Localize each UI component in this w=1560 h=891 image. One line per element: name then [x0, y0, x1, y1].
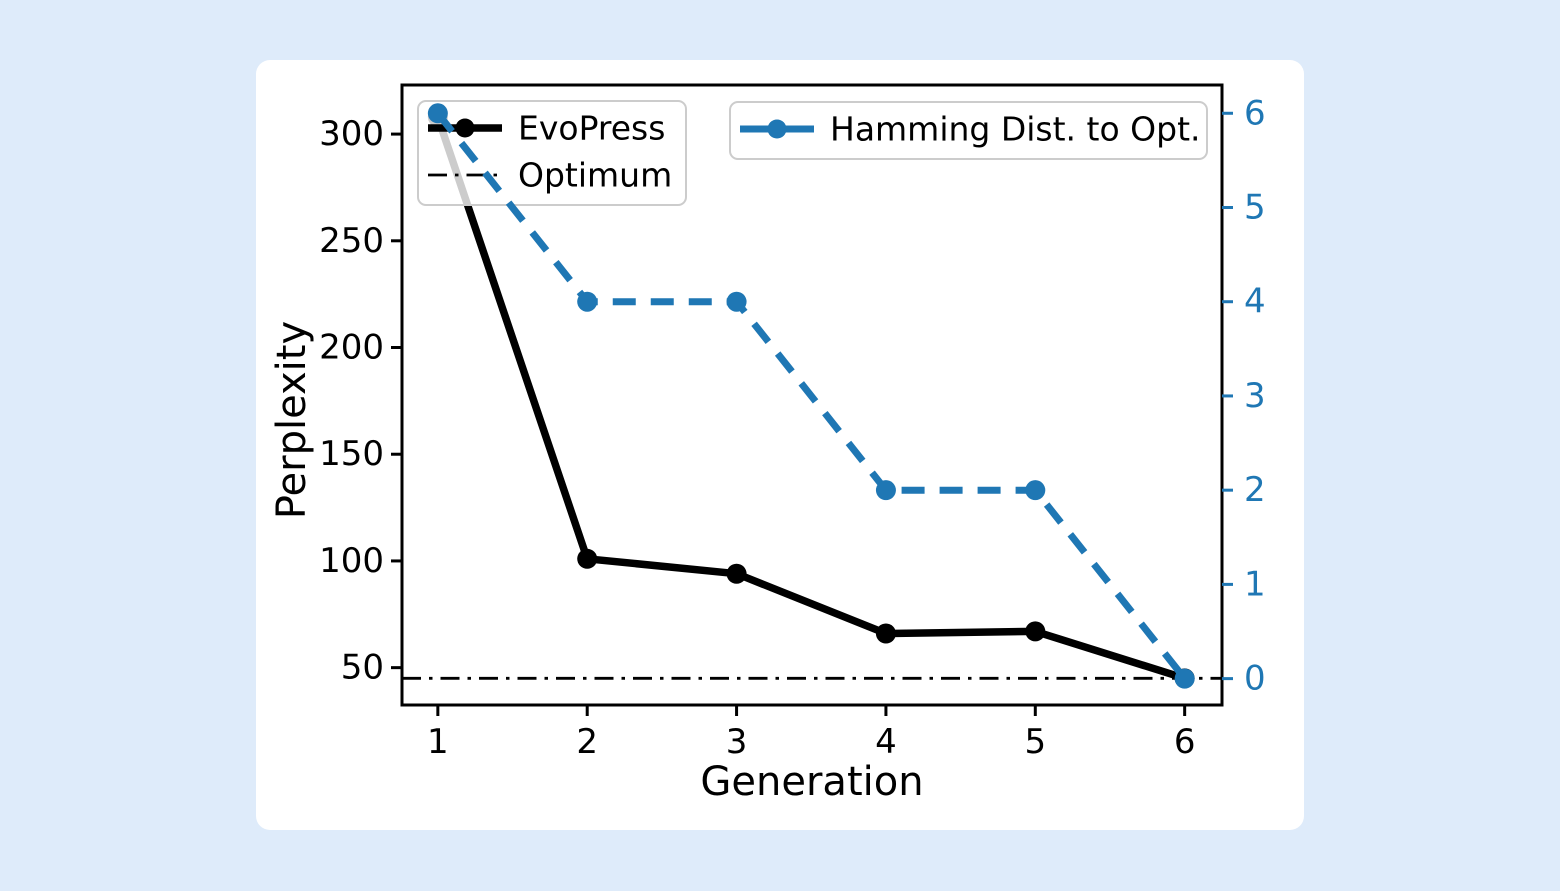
data-point-marker [726, 291, 747, 312]
x-tick-label: 6 [1174, 722, 1196, 762]
series-line [434, 115, 1186, 682]
y-right-tick-label: 3 [1244, 376, 1266, 416]
legend-sample-marker [767, 119, 787, 139]
y-left-tick-label: 200 [319, 328, 384, 368]
data-point-marker [875, 623, 896, 644]
perplexity-vs-generation-chart: 1 2 3 4 5 6 50 100 150 200 250 300 0 1 2 3 4 5 6 Generation… [269, 83, 1266, 805]
y-right-tick-label: 2 [1244, 470, 1266, 510]
y-right-tick-label: 0 [1244, 659, 1266, 699]
y-right-tick-label: 1 [1244, 564, 1266, 604]
data-point-marker [577, 548, 598, 569]
x-tick-label: 5 [1024, 722, 1046, 762]
legend-right: Hamming Dist. to Opt. [729, 101, 1208, 160]
legend-sample-marker [455, 118, 475, 138]
figure-card: 1 2 3 4 5 6 50 100 150 200 250 300 0 1 2 3 4 5 6 Generation… [256, 60, 1304, 830]
data-point-marker [1025, 621, 1046, 642]
y-left-tick-label: 150 [319, 434, 384, 474]
y-right-tick-label: 5 [1244, 187, 1266, 227]
data-point-marker [726, 563, 747, 584]
y-left-tick-label: 50 [341, 648, 384, 688]
data-point-marker [1025, 480, 1046, 501]
data-point-marker [875, 480, 896, 501]
legend-right-box [729, 101, 1208, 160]
data-point-marker [1174, 668, 1195, 689]
legend-label: Optimum [518, 156, 672, 195]
y-right-tick-label: 4 [1244, 282, 1266, 322]
x-tick-label: 4 [875, 722, 897, 762]
series-line [435, 111, 1188, 681]
series-hamming-dist-to-opt- [427, 103, 1195, 689]
y-axis-label: Perplexity [269, 321, 315, 519]
y-left-tick-label: 300 [319, 114, 384, 154]
y-left-tick-label: 100 [319, 541, 384, 581]
x-tick-label: 2 [576, 722, 598, 762]
x-tick-label: 3 [726, 722, 748, 762]
y-right-tick-label: 6 [1244, 93, 1266, 133]
legend-label: EvoPress [518, 109, 665, 148]
legend-label: Hamming Dist. to Opt. [830, 110, 1201, 149]
data-point-marker [577, 291, 598, 312]
y-left-tick-label: 250 [319, 221, 384, 261]
x-axis-label: Generation [700, 759, 923, 805]
data-point-marker [427, 103, 448, 124]
legend-left: EvoPress Optimum [417, 100, 687, 206]
x-tick-label: 1 [427, 722, 449, 762]
